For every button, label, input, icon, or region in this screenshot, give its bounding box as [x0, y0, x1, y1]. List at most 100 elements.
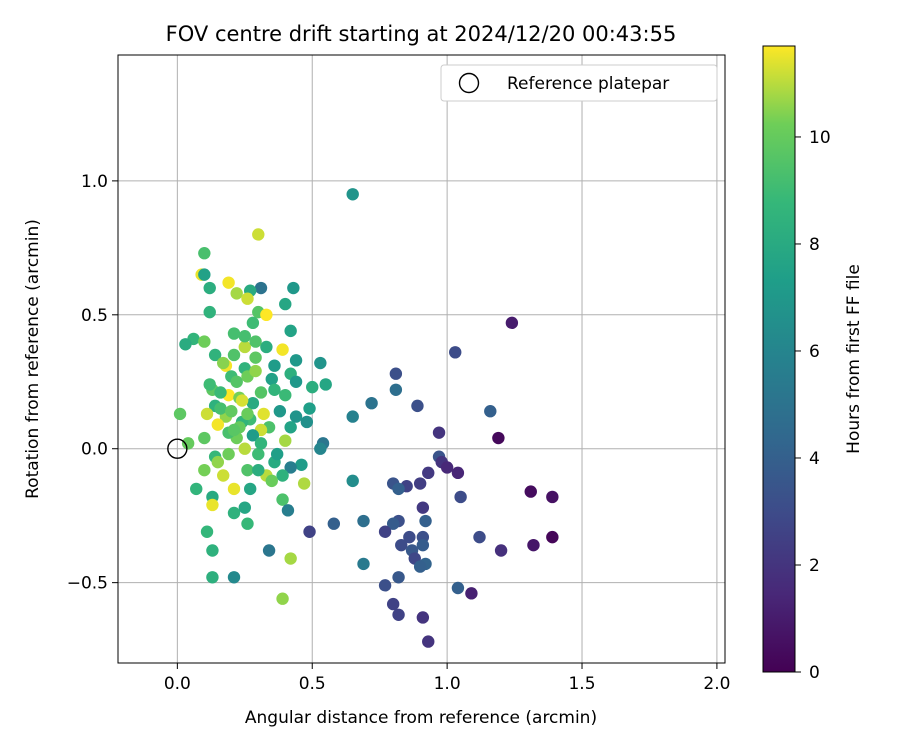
scatter-point [392, 571, 405, 584]
colorbar-tick-label: 2 [809, 556, 820, 576]
scatter-point [238, 442, 251, 455]
scatter-point [546, 530, 559, 544]
scatter-point [249, 351, 262, 364]
scatter-point [270, 447, 284, 461]
scatter-point [211, 455, 225, 469]
scatter-point [389, 383, 403, 397]
colorbar-tick-label: 6 [809, 342, 820, 362]
y-tick-label: 1.0 [81, 172, 108, 192]
scatter-point [265, 474, 278, 488]
scatter-point [378, 525, 392, 538]
reference-platepar-marker [167, 438, 188, 459]
scatter-point [179, 338, 192, 351]
legend: Reference platepar [440, 64, 718, 102]
x-tick-label: 1.5 [568, 674, 595, 694]
scatter-point [279, 434, 292, 447]
colorbar-gradient [762, 45, 796, 673]
scatter-point [346, 410, 359, 423]
scatter-point [238, 330, 251, 343]
x-tick-label: 0.5 [299, 674, 326, 694]
scatter-point [465, 587, 478, 600]
colorbar-tick-label: 10 [809, 128, 831, 148]
scatter-point [473, 530, 486, 544]
scatter-point [284, 421, 297, 434]
scatter-point [241, 517, 254, 530]
scatter-point [235, 394, 249, 407]
legend-box [440, 64, 718, 102]
colorbar: 0 2 4 6 8 10 Hours from first FF file [762, 45, 864, 683]
plot-frame [117, 54, 726, 664]
scatter-point [227, 348, 241, 362]
scatter-point [257, 407, 270, 421]
scatter-point [181, 437, 195, 450]
scatter-point [268, 359, 281, 372]
scatter-point [254, 437, 268, 450]
scatter-point [303, 402, 316, 415]
scatter-point [241, 463, 254, 477]
scatter-point [422, 635, 435, 648]
y-tick-label: −0.5 [67, 574, 108, 594]
scatter-points [173, 188, 559, 648]
scatter-point [386, 517, 400, 530]
scatter-point [276, 469, 289, 482]
scatter-point [524, 485, 537, 498]
scatter-point [289, 375, 303, 388]
scatter-point [243, 482, 257, 496]
scatter-point [314, 356, 327, 370]
scatter-point [200, 525, 214, 538]
scatter-point [260, 308, 273, 322]
scatter-point [246, 396, 260, 410]
scatter-point [346, 188, 359, 201]
scatter-point [227, 423, 241, 437]
scatter-point [198, 247, 211, 260]
scatter-point [378, 579, 392, 592]
y-axis-label: Rotation from reference (arcmin) [23, 219, 43, 499]
scatter-point [392, 482, 405, 496]
scatter-point [203, 378, 216, 391]
scatter-point [295, 458, 308, 471]
scatter-point [395, 538, 408, 552]
colorbar-tick-label: 0 [809, 663, 820, 683]
scatter-point [227, 571, 241, 584]
scatter-point [413, 477, 427, 490]
scatter-point [279, 388, 292, 402]
y-tick-label: 0.0 [81, 440, 108, 460]
scatter-point [198, 463, 211, 477]
scatter-point [203, 305, 216, 319]
scatter-point [284, 461, 297, 474]
scatter-point [505, 316, 519, 330]
scatter-point [265, 372, 278, 386]
y-tick-label: 0.5 [81, 306, 108, 326]
scatter-point [222, 447, 235, 461]
scatter-point [411, 399, 424, 413]
scatter-point [413, 560, 427, 573]
scatter-point [357, 514, 370, 528]
scatter-point [190, 482, 203, 496]
scatter-point [249, 335, 262, 348]
colorbar-tick-label: 4 [809, 449, 820, 469]
scatter-point [297, 477, 311, 490]
scatter-point [206, 498, 219, 512]
scatter-point [260, 340, 273, 354]
scatter-point [440, 461, 454, 474]
scatter-point [262, 544, 276, 557]
scatter-point [273, 405, 287, 418]
scatter-point [249, 364, 262, 378]
scatter-point [227, 482, 241, 496]
scatter-point [492, 431, 505, 445]
scatter-point [449, 346, 462, 359]
scatter-point [303, 525, 316, 538]
scatter-point [279, 297, 292, 311]
scatter-point [198, 335, 211, 348]
scatter-point [284, 324, 297, 338]
x-tick-label: 2.0 [703, 674, 730, 694]
colorbar-ticks: 0 2 4 6 8 10 [795, 128, 831, 683]
scatter-point [432, 426, 446, 439]
scatter-point [392, 608, 405, 621]
scatter-point [346, 474, 359, 488]
scatter-point [222, 276, 235, 289]
legend-label-reference: Reference platepar [507, 74, 669, 94]
x-axis-label: Angular distance from reference (arcmin) [245, 708, 597, 728]
scatter-point [319, 378, 332, 391]
scatter-point [254, 386, 268, 399]
